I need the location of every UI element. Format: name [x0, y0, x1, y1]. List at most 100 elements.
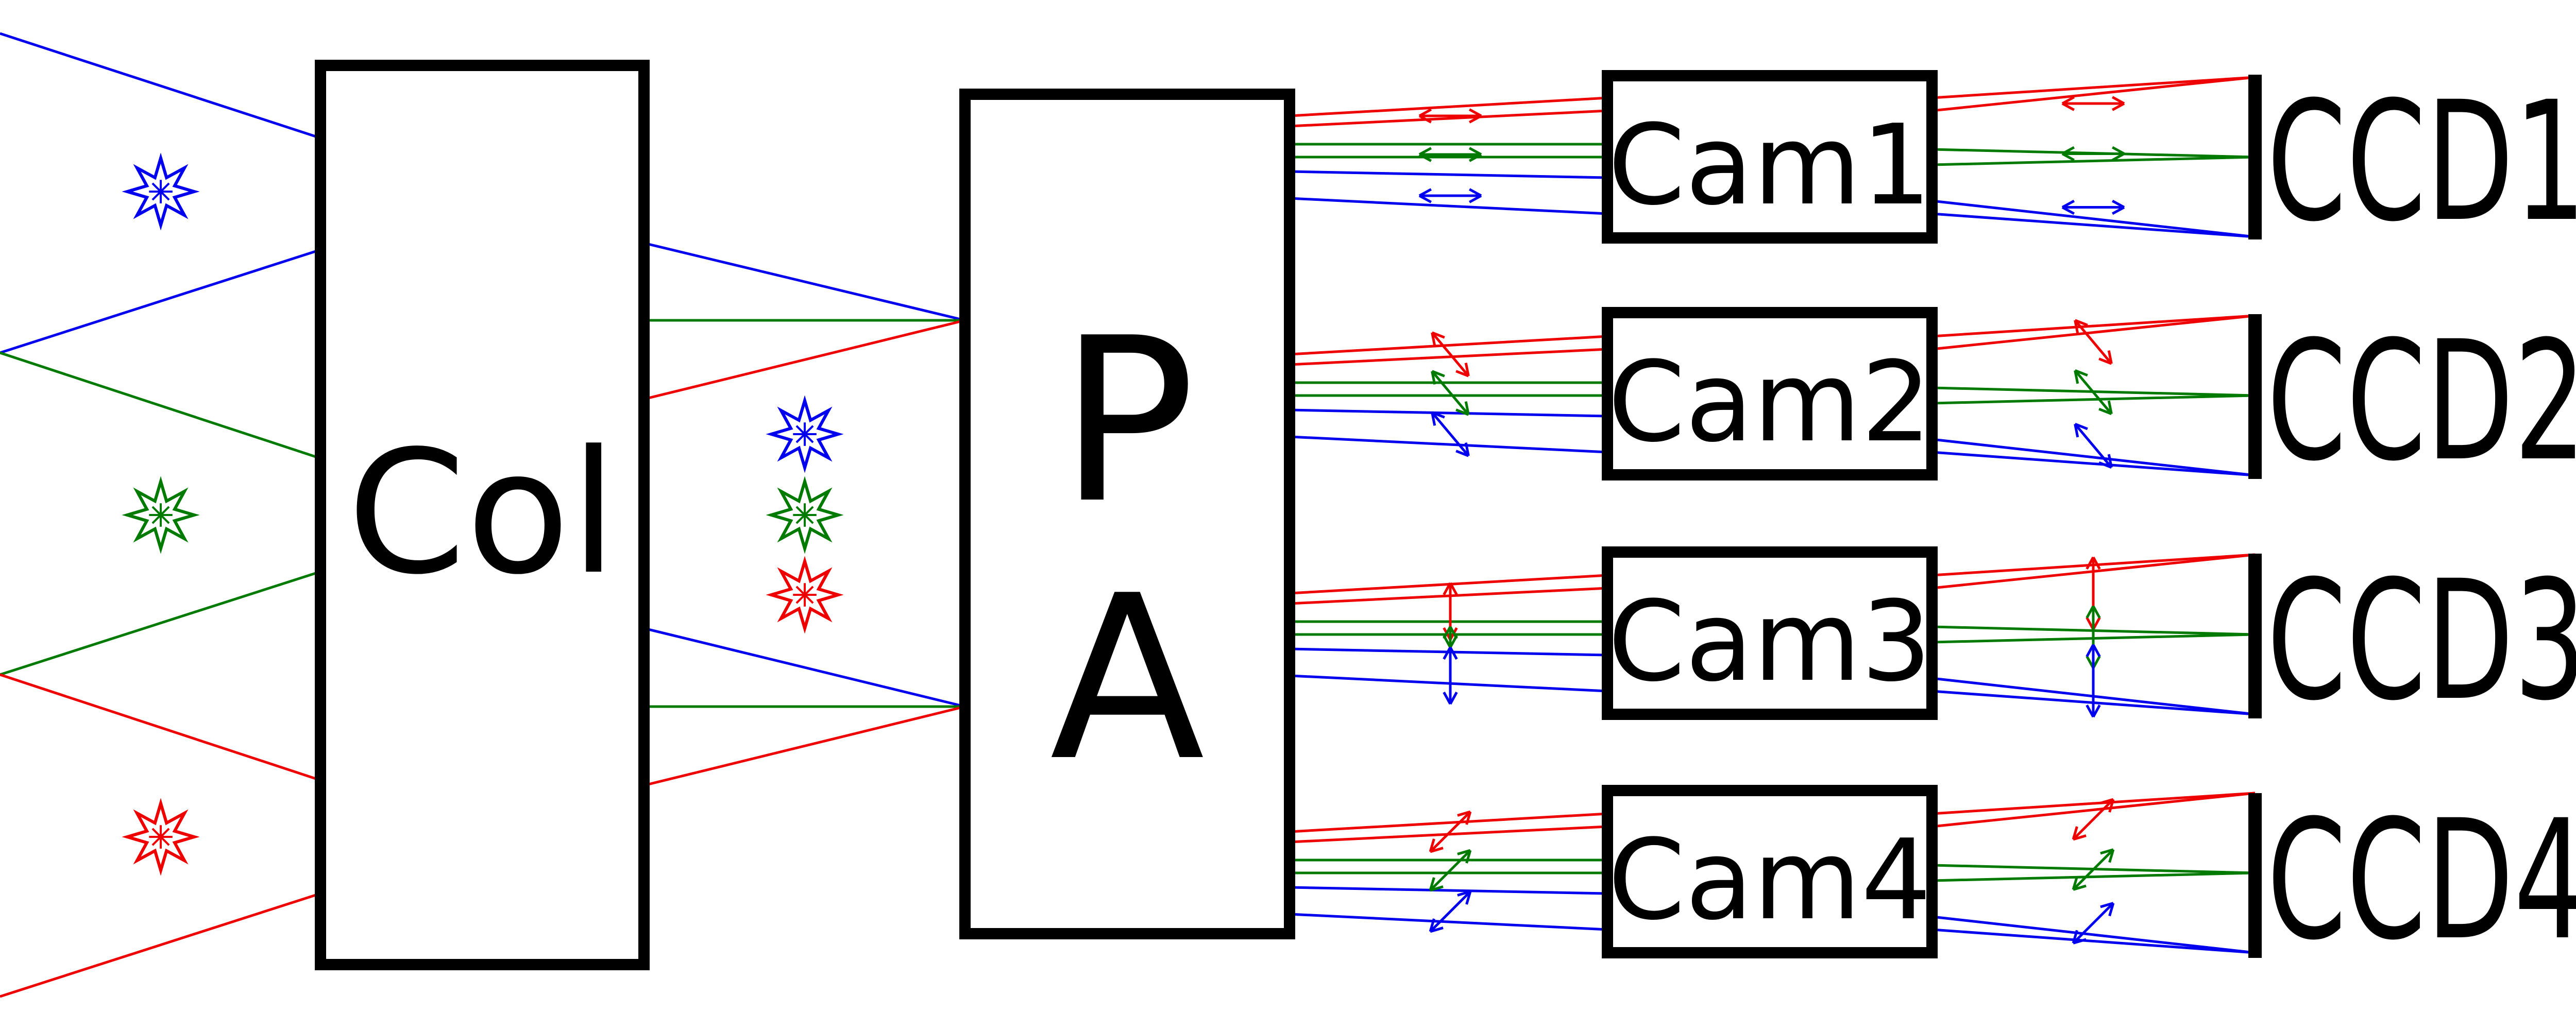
collimator-label: Col	[347, 414, 617, 612]
light-ray	[643, 319, 965, 401]
star-burst-icon	[151, 828, 170, 846]
double-arrow-icon	[1429, 810, 1472, 853]
light-ray	[0, 570, 321, 676]
light-ray	[1289, 348, 1608, 366]
light-ray	[643, 242, 965, 322]
light-ray	[0, 32, 321, 140]
camera-rays	[1289, 76, 2256, 954]
light-ray	[1289, 170, 1608, 179]
double-arrow-icon	[1429, 890, 1472, 933]
star-burst-icon	[122, 798, 200, 876]
light-ray	[1289, 96, 1608, 117]
double-arrow-icon	[2074, 369, 2113, 415]
star-burst-icon	[766, 556, 844, 634]
light-ray	[1931, 314, 2256, 338]
star-burst-icon	[122, 476, 200, 554]
detector-label: CCD2	[2267, 306, 2576, 497]
light-ray	[1289, 197, 1608, 215]
light-ray	[1931, 212, 2256, 238]
light-ray	[1931, 314, 2256, 351]
detector-label: CCD3	[2267, 545, 2576, 737]
double-arrow-icon	[2074, 319, 2113, 365]
double-arrow-icon	[1443, 626, 1458, 648]
light-ray	[1931, 792, 2256, 828]
double-arrow-icon	[1431, 331, 1470, 377]
collimator-box	[315, 60, 650, 970]
light-ray	[643, 705, 965, 787]
camera-box	[1602, 307, 1938, 480]
light-ray	[0, 892, 321, 998]
double-arrow-icon	[1418, 147, 1482, 162]
light-ray	[1931, 76, 2256, 112]
light-ray	[1931, 871, 2256, 882]
star-burst-icon	[766, 395, 844, 473]
star-burst-icon	[795, 586, 814, 604]
double-arrow-icon	[1418, 188, 1482, 203]
double-arrow-icon	[2072, 798, 2115, 841]
star-burst-icon	[151, 506, 170, 524]
light-ray	[1289, 408, 1608, 418]
light-ray	[1931, 792, 2256, 815]
light-ray	[643, 627, 965, 708]
camera-2: Cam2	[1602, 307, 1938, 480]
double-arrow-icon	[1443, 646, 1458, 705]
double-arrow-icon	[1418, 108, 1482, 124]
light-ray	[0, 351, 321, 460]
camera-3: Cam3	[1602, 546, 1938, 720]
polarization-arrows	[1418, 96, 2125, 945]
double-arrow-icon	[2061, 96, 2125, 111]
light-ray	[0, 673, 321, 782]
detector-label: CCD4	[2267, 785, 2576, 976]
camera-box	[1602, 785, 1938, 958]
analyzer-label-p: P	[1059, 289, 1195, 553]
star-burst-icon	[151, 182, 170, 201]
double-arrow-icon	[2072, 848, 2115, 891]
light-ray	[1931, 199, 2256, 238]
source-rays	[0, 32, 321, 998]
double-arrow-icon	[2061, 199, 2125, 215]
double-arrow-icon	[2061, 146, 2125, 162]
detector-label: CCD1	[2267, 66, 2576, 258]
star-burst-icon	[795, 506, 814, 524]
double-arrow-icon	[1431, 370, 1470, 416]
camera-box	[1602, 70, 1938, 244]
camera-label: Cam1	[1608, 100, 1931, 230]
camera-label: Cam3	[1608, 577, 1931, 706]
collimated-rays	[643, 242, 965, 787]
polarization-analyzer-box	[959, 89, 1295, 939]
double-arrow-icon	[2072, 902, 2115, 945]
detector-4: CCD4	[2248, 785, 2576, 976]
star-burst-icon	[766, 476, 844, 554]
light-ray	[1289, 674, 1608, 693]
camera-4: Cam4	[1602, 785, 1938, 958]
camera-label: Cam4	[1608, 815, 1931, 945]
light-ray	[1289, 812, 1608, 833]
light-ray	[1289, 335, 1608, 356]
detector-2: CCD2	[2248, 306, 2576, 497]
light-ray	[1931, 156, 2256, 166]
light-ray	[0, 248, 321, 354]
star-burst-icon	[795, 425, 814, 443]
light-ray	[1931, 394, 2256, 405]
light-ray	[1931, 76, 2256, 99]
light-ray	[1931, 451, 2256, 477]
camera-label: Cam2	[1608, 337, 1931, 467]
double-arrow-icon	[1429, 849, 1472, 892]
star-burst-icon	[122, 152, 200, 231]
light-ray	[1931, 915, 2256, 954]
camera-box	[1602, 546, 1938, 720]
light-ray	[1289, 435, 1608, 454]
detector-1: CCD1	[2248, 66, 2576, 258]
light-ray	[1931, 928, 2256, 954]
light-ray	[1289, 886, 1608, 895]
double-arrow-icon	[2086, 644, 2101, 718]
camera-1: Cam1	[1602, 70, 1938, 244]
source-stars	[122, 152, 844, 876]
light-ray	[1931, 438, 2256, 477]
light-ray	[1289, 109, 1608, 128]
detector-3: CCD3	[2248, 545, 2576, 737]
double-arrow-icon	[2074, 423, 2113, 469]
analyzer-label-a: A	[1050, 547, 1206, 811]
double-arrow-icon	[1431, 411, 1470, 457]
